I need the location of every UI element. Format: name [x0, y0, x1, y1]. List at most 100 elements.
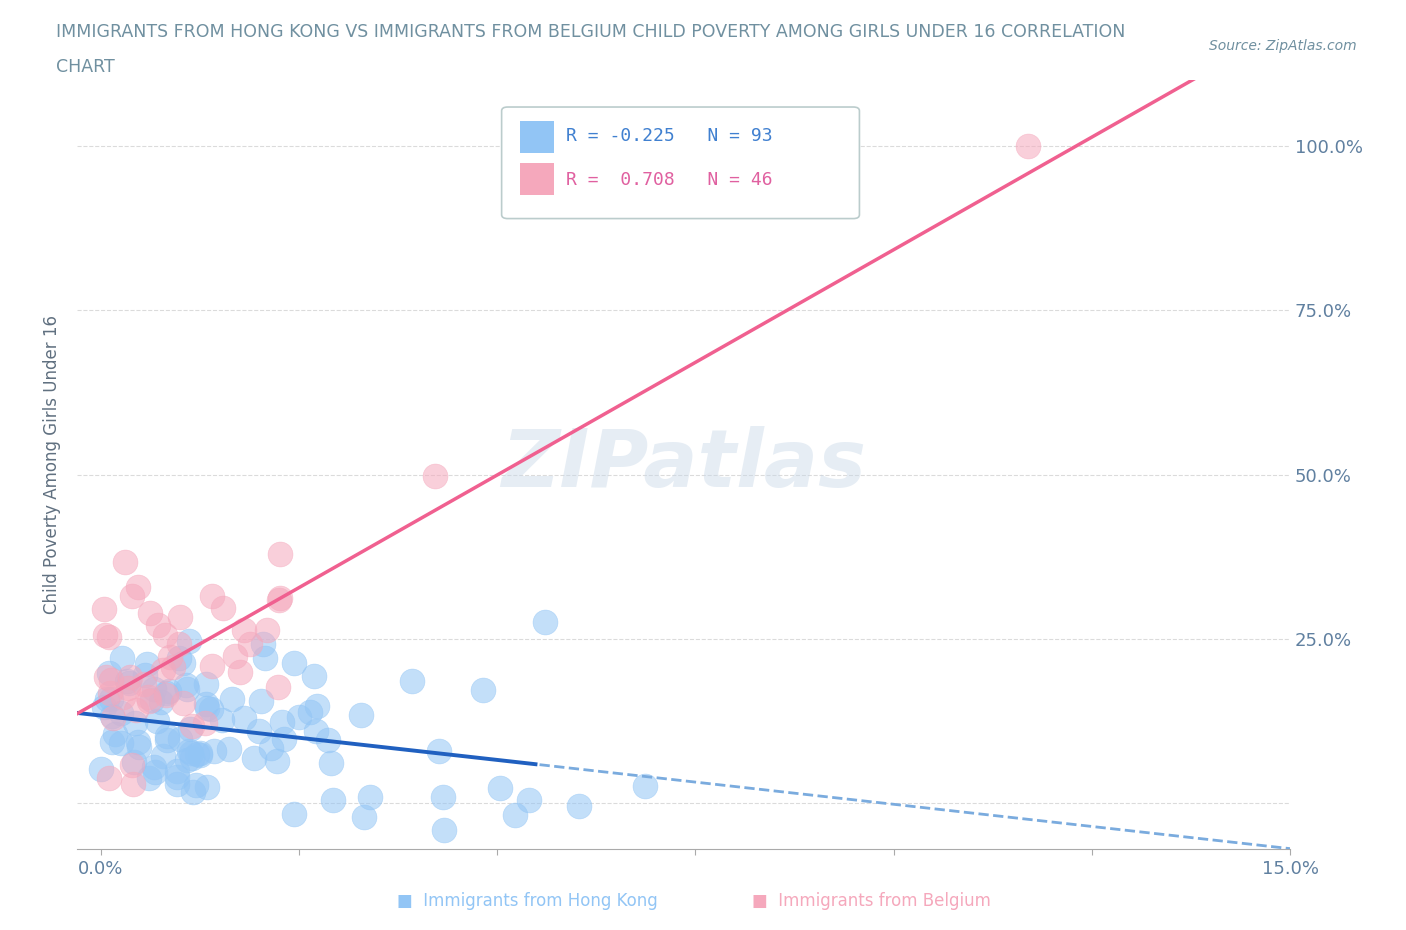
Point	[1017, 139, 1039, 153]
Point	[201, 659, 224, 674]
Point	[271, 715, 294, 730]
Point	[110, 705, 132, 720]
Point	[305, 698, 328, 713]
Point	[267, 592, 290, 607]
Point	[142, 682, 165, 697]
Point	[242, 751, 264, 765]
Point	[316, 733, 339, 748]
Point	[177, 744, 200, 759]
Point	[120, 670, 142, 684]
Point	[433, 822, 456, 837]
Point	[118, 676, 141, 691]
Point	[260, 740, 283, 755]
Point	[302, 669, 325, 684]
Point	[157, 684, 180, 698]
Point	[183, 785, 205, 800]
Point	[489, 780, 512, 795]
Point	[534, 614, 557, 629]
Point	[427, 744, 450, 759]
Text: CHART: CHART	[56, 58, 115, 75]
Point	[97, 665, 120, 680]
Point	[138, 770, 160, 785]
Point	[195, 780, 218, 795]
Point	[181, 751, 204, 765]
Point	[100, 709, 122, 724]
Point	[167, 650, 190, 665]
Point	[224, 648, 246, 663]
Point	[152, 749, 174, 764]
Point	[146, 713, 169, 728]
Point	[568, 799, 591, 814]
Point	[503, 807, 526, 822]
Text: ■  Immigrants from Hong Kong: ■ Immigrants from Hong Kong	[396, 892, 658, 910]
Point	[110, 736, 132, 751]
Point	[103, 711, 125, 725]
Point	[134, 668, 156, 683]
Point	[273, 732, 295, 747]
Point	[266, 680, 288, 695]
Point	[122, 754, 145, 769]
Point	[184, 777, 207, 792]
Point	[121, 589, 143, 604]
Point	[122, 777, 145, 791]
Point	[349, 708, 371, 723]
Point	[359, 790, 381, 804]
Point	[247, 724, 270, 738]
Point	[169, 732, 191, 747]
Point	[100, 692, 122, 707]
Point	[181, 718, 204, 733]
Point	[111, 650, 134, 665]
Point	[155, 628, 177, 643]
Point	[305, 724, 328, 738]
Point	[195, 677, 218, 692]
Point	[252, 637, 274, 652]
Point	[100, 672, 122, 687]
Point	[136, 689, 159, 704]
Point	[101, 735, 124, 750]
Point	[188, 745, 211, 760]
Point	[283, 806, 305, 821]
Point	[138, 694, 160, 709]
Point	[90, 761, 112, 776]
Point	[229, 665, 252, 680]
Point	[517, 792, 540, 807]
Point	[115, 673, 138, 688]
Text: ZIPatlas: ZIPatlas	[501, 426, 866, 504]
Text: R = -0.225   N = 93: R = -0.225 N = 93	[565, 127, 772, 145]
Point	[353, 810, 375, 825]
Y-axis label: Child Poverty Among Girls Under 16: Child Poverty Among Girls Under 16	[44, 315, 60, 614]
Point	[156, 728, 179, 743]
Point	[155, 685, 177, 700]
Point	[114, 554, 136, 569]
Point	[166, 770, 188, 785]
Point	[283, 656, 305, 671]
Point	[221, 692, 243, 707]
Point	[319, 755, 342, 770]
Point	[169, 636, 191, 651]
Point	[194, 716, 217, 731]
Point	[117, 680, 139, 695]
Point	[200, 701, 222, 716]
Point	[125, 703, 148, 718]
Text: R =  0.708   N = 46: R = 0.708 N = 46	[565, 171, 772, 189]
Point	[141, 693, 163, 708]
Point	[166, 764, 188, 778]
Text: Source: ZipAtlas.com: Source: ZipAtlas.com	[1209, 39, 1357, 53]
Point	[104, 727, 127, 742]
Point	[218, 741, 240, 756]
Point	[97, 771, 120, 786]
Point	[186, 746, 208, 761]
Point	[269, 547, 291, 562]
Point	[143, 764, 166, 779]
Point	[188, 747, 211, 762]
Point	[176, 682, 198, 697]
Point	[195, 700, 218, 715]
Bar	[520, 121, 554, 153]
Point	[136, 657, 159, 671]
Point	[93, 699, 115, 714]
Point	[152, 663, 174, 678]
Point	[634, 778, 657, 793]
Point	[124, 716, 146, 731]
Point	[96, 692, 118, 707]
Point	[134, 676, 156, 691]
